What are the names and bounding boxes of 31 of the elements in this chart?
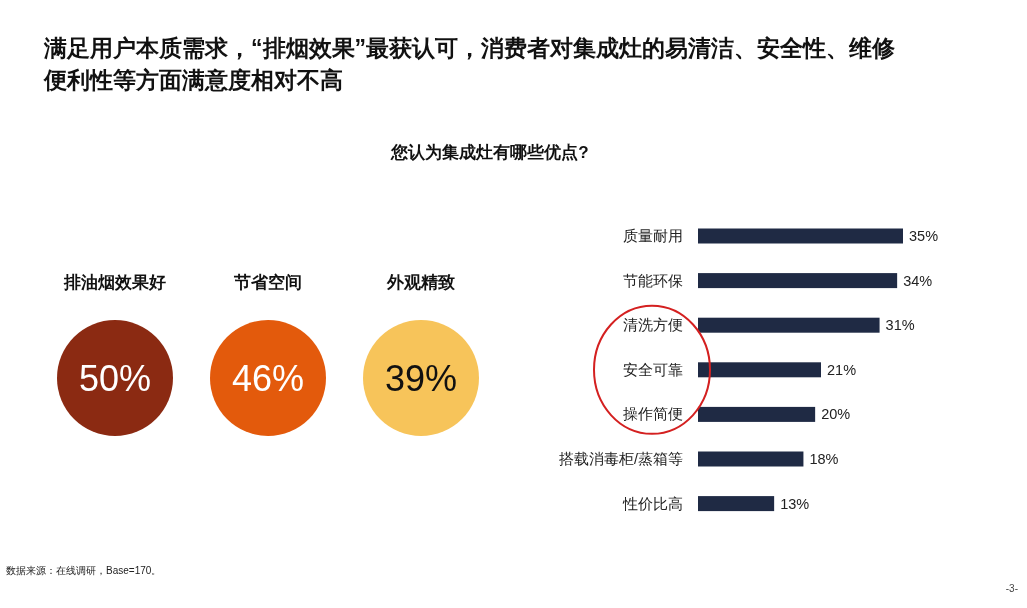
- text: 您认为集成灶有哪些优点?: [390, 143, 589, 162]
- data-label: 35%: [909, 228, 939, 244]
- data-label: 31%: [885, 317, 915, 334]
- data-label: 21%: [827, 361, 857, 378]
- bar: [698, 228, 903, 244]
- bar: [698, 406, 816, 422]
- bar: [698, 273, 898, 289]
- data-label: 18%: [809, 451, 839, 467]
- data-label: 20%: [821, 406, 851, 423]
- y-tick-label: 操作简便: [623, 406, 683, 423]
- category-label: 排油烟效果好: [63, 273, 166, 292]
- category-label: 外观精致: [386, 273, 455, 292]
- bar: [698, 317, 880, 333]
- data-label: 39%: [384, 358, 458, 399]
- bar: [698, 451, 804, 467]
- category-label: 节省空间: [233, 273, 302, 292]
- y-tick-label: 质量耐用: [623, 228, 683, 244]
- y-tick-label: 清洗方便: [623, 317, 683, 334]
- text: -3-: [1005, 583, 1018, 594]
- text: 满足用户本质需求，“排烟效果”最获认可，消费者对集成灶的易清洁、安全性、维修便利性等方面满意度相对不高: [43, 35, 895, 93]
- y-tick-label: 安全可靠: [623, 361, 683, 378]
- y-tick-label: 节能环保: [623, 272, 683, 289]
- source-note: 数据来源：在线调研，Base=170。: [6, 565, 162, 576]
- data-label: 13%: [780, 495, 810, 512]
- data-label: 34%: [903, 272, 933, 289]
- data-label: 46%: [231, 358, 305, 399]
- bar: [698, 362, 821, 378]
- data-label: 50%: [78, 358, 152, 399]
- y-tick-label: 性价比高: [622, 495, 683, 512]
- y-tick-label: 搭载消毒柜/蒸箱等: [558, 451, 683, 467]
- bar: [698, 496, 775, 512]
